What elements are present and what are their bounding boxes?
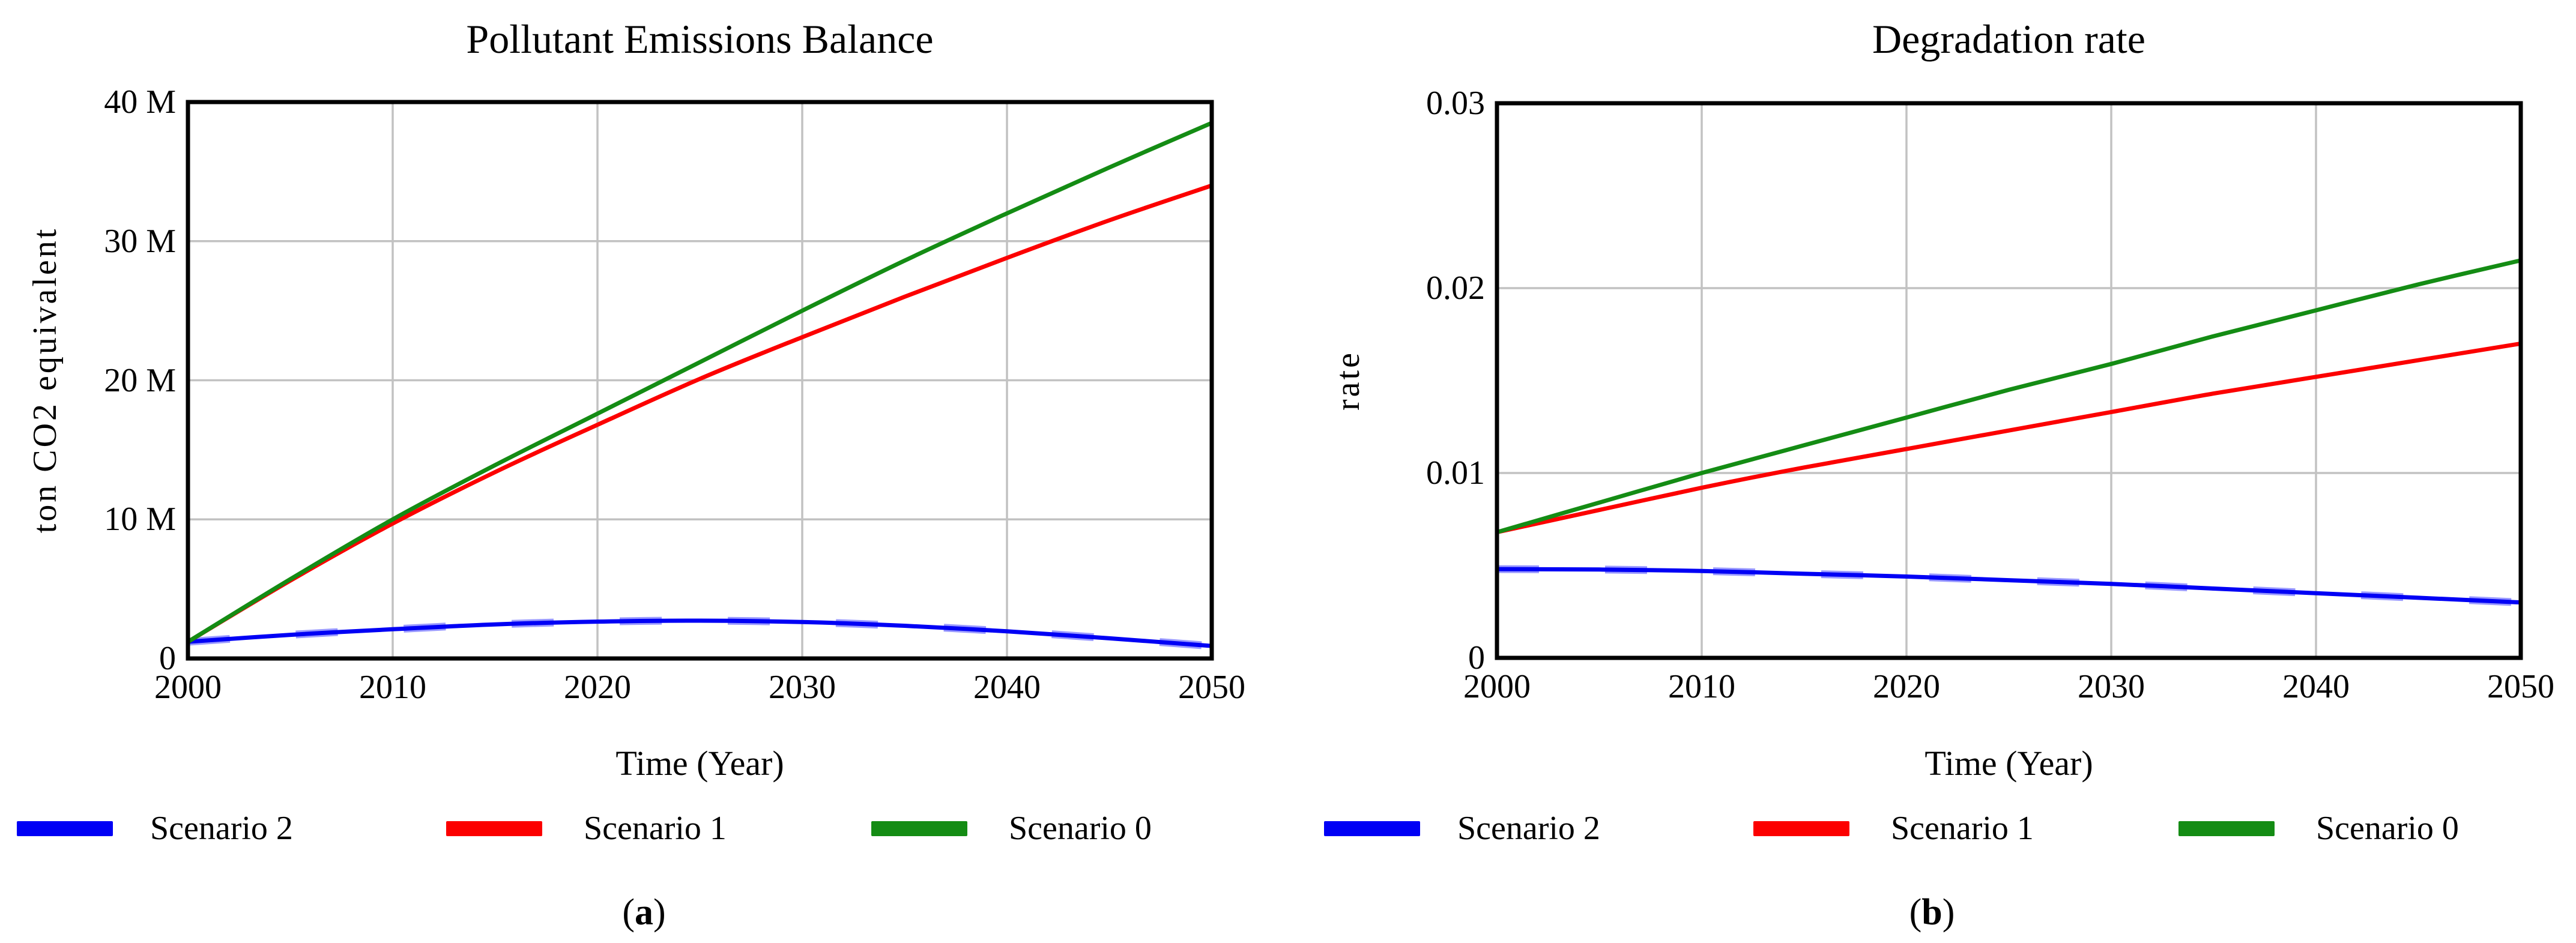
y-tick-label: 0 bbox=[159, 640, 176, 677]
y-tick-label: 30 M bbox=[104, 222, 176, 260]
legend-label-scenario-2: Scenario 2 bbox=[1457, 810, 1600, 847]
x-tick-label: 2030 bbox=[769, 669, 836, 706]
legend-label-scenario-1: Scenario 1 bbox=[584, 810, 727, 847]
series-line-scenario-2 bbox=[186, 618, 1214, 648]
legend-swatch-scenario-2 bbox=[1324, 821, 1420, 836]
x-tick-label: 2050 bbox=[2487, 668, 2554, 705]
caption-a-close: ) bbox=[653, 892, 666, 933]
y-tick-label: 0.03 bbox=[1426, 85, 1485, 122]
caption-a-open: ( bbox=[622, 892, 635, 933]
caption-a-letter: a bbox=[635, 892, 653, 933]
caption-b-letter: b bbox=[1921, 892, 1943, 933]
y-tick-label: 0.01 bbox=[1426, 454, 1485, 492]
legend-swatch-scenario-1 bbox=[446, 821, 542, 836]
chart-canvas bbox=[1495, 101, 2523, 660]
legend-label-scenario-0: Scenario 0 bbox=[2316, 810, 2459, 847]
chart-panel-emissions: Pollutant Emissions Balance ton CO2 equi… bbox=[0, 16, 1288, 935]
legend-swatch-scenario-2 bbox=[17, 821, 113, 836]
x-tick-label: 2030 bbox=[2078, 668, 2145, 705]
legend-label-scenario-0: Scenario 0 bbox=[1009, 810, 1152, 847]
x-tick-label: 2040 bbox=[2282, 668, 2350, 705]
chart-title-emissions: Pollutant Emissions Balance bbox=[466, 16, 934, 62]
legend-swatch-scenario-1 bbox=[1753, 821, 1849, 836]
x-tick-label: 2000 bbox=[1463, 668, 1531, 705]
series-line-scenario-0 bbox=[186, 121, 1214, 644]
caption-a: (a) bbox=[0, 890, 1288, 935]
y-tick-label: 20 M bbox=[104, 361, 176, 399]
x-axis-label-emissions: Time (Year) bbox=[615, 744, 784, 783]
plot-frame bbox=[1495, 101, 2523, 660]
legend-label-scenario-1: Scenario 1 bbox=[1891, 810, 2034, 847]
x-tick-label: 2050 bbox=[1178, 669, 1245, 706]
plot-area-emissions: 2000 2010 2020 2030 2040 2050 0 10 M 20 M 30 M 40 … bbox=[104, 83, 1245, 706]
legend-label-scenario-2: Scenario 2 bbox=[150, 810, 293, 847]
x-axis-label-degradation: Time (Year) bbox=[1924, 744, 2093, 783]
y-axis-label-degradation: rate bbox=[1329, 351, 1367, 411]
chart-canvas bbox=[186, 100, 1214, 661]
series-line-scenario-2 bbox=[1495, 567, 2523, 605]
caption-b-close: ) bbox=[1942, 892, 1955, 933]
x-tick-label: 2020 bbox=[564, 669, 631, 706]
x-tick-label: 2000 bbox=[154, 669, 222, 706]
legend-swatch-scenario-0 bbox=[871, 821, 967, 836]
series-line-scenario-0 bbox=[1495, 258, 2523, 535]
plot-area-degradation: 2000 2010 2020 2030 2040 2050 0 0.01 0.02 0.03 bbox=[1426, 85, 2554, 705]
series-line-scenario-1 bbox=[1495, 341, 2523, 535]
chart-panel-degradation: Degradation rate rate 2000 2010 2020 2030 20… bbox=[1288, 0, 2576, 943]
y-tick-label: 0.02 bbox=[1426, 270, 1485, 307]
legend-swatch-scenario-0 bbox=[2178, 821, 2275, 836]
x-tick-label: 2020 bbox=[1873, 668, 1940, 705]
series-line-scenario-1 bbox=[186, 183, 1214, 644]
y-tick-label: 0 bbox=[1468, 639, 1485, 676]
y-tick-label: 40 M bbox=[104, 83, 176, 121]
plot-frame bbox=[186, 100, 1214, 661]
x-tick-label: 2040 bbox=[973, 669, 1041, 706]
y-tick-label: 10 M bbox=[104, 501, 176, 538]
chart-title-degradation: Degradation rate bbox=[1872, 16, 2145, 62]
caption-b: (b) bbox=[1288, 890, 2576, 935]
x-tick-label: 2010 bbox=[1668, 668, 1735, 705]
x-tick-label: 2010 bbox=[359, 669, 426, 706]
caption-b-open: ( bbox=[1909, 892, 1922, 933]
